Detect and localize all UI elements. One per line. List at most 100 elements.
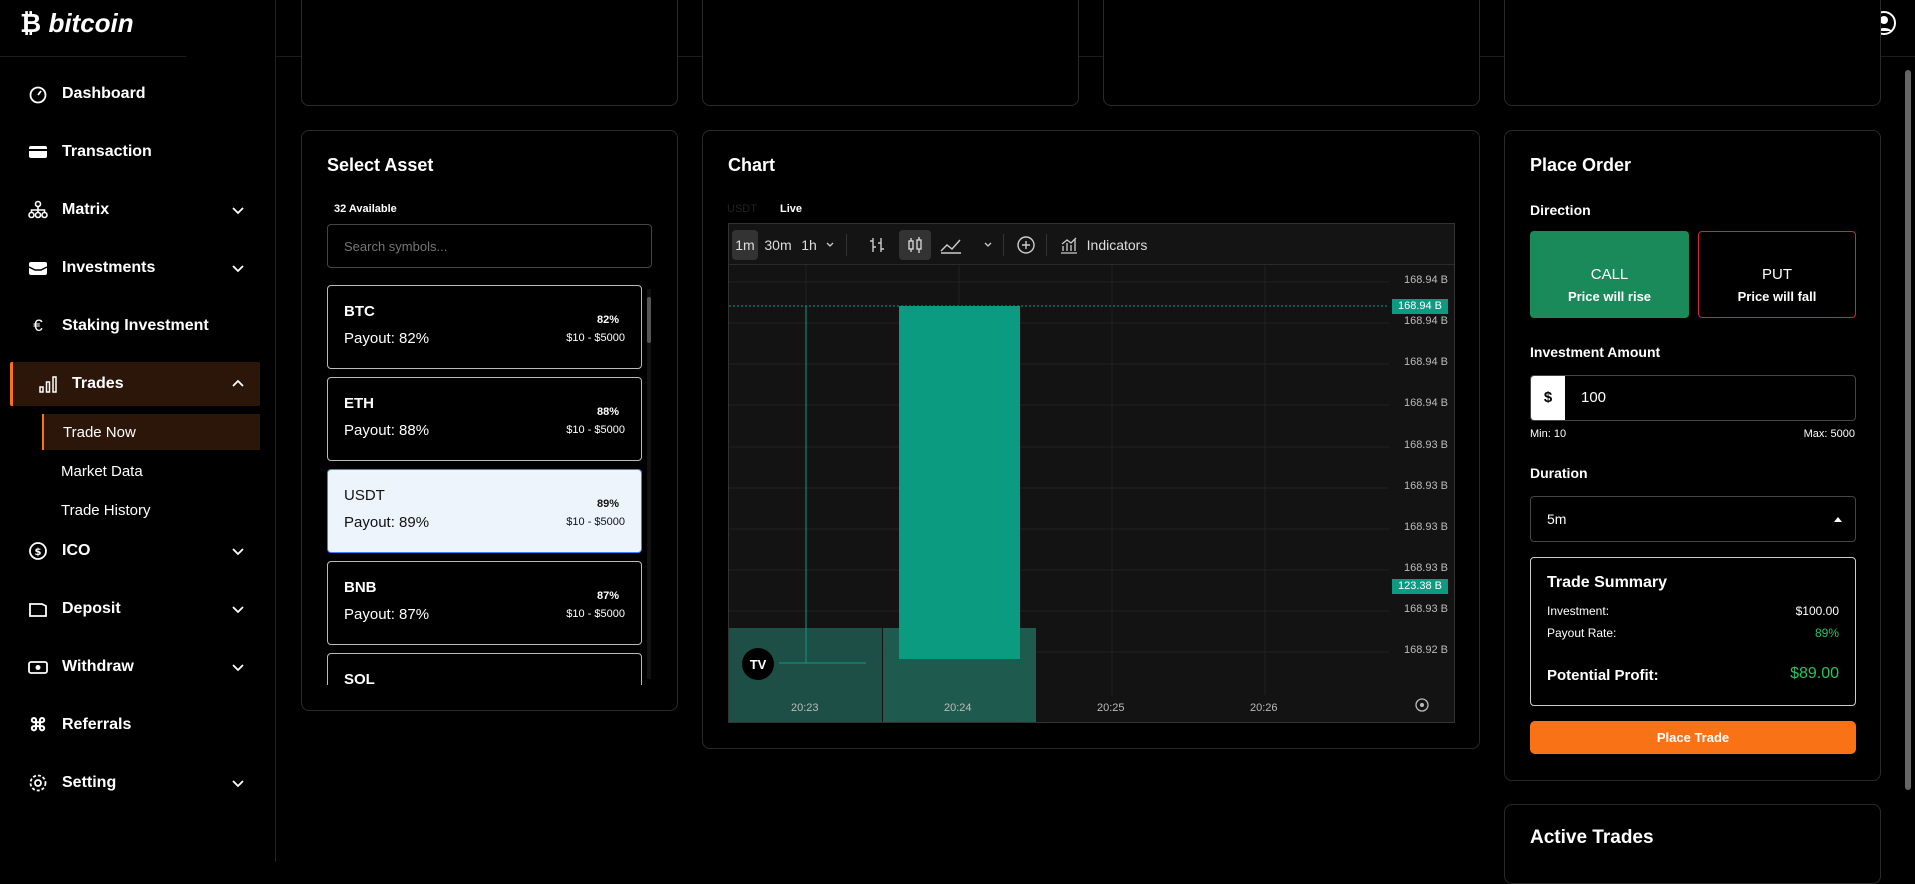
tradingview-logo-icon[interactable] (742, 648, 774, 680)
indicators-button[interactable]: Indicators (1054, 230, 1152, 260)
sidebar-item-matrix[interactable]: Matrix (10, 188, 260, 232)
asset-card-bnb[interactable]: BNB Payout: 87% 87% $10 - $5000 (327, 561, 642, 645)
chevron-down-icon (232, 265, 244, 273)
investment-value: $100.00 (1795, 604, 1839, 618)
sidebar: ₿ bitcoin Dashboard Transaction Matrix (0, 0, 276, 862)
page-scrollbar-thumb[interactable] (1905, 70, 1911, 790)
payout-rate-value: 89% (1814, 626, 1839, 640)
y-tick: 168.94 B (1403, 315, 1448, 327)
interval-1h-button[interactable]: 1h (801, 237, 817, 253)
y-tick: 168.93 B (1403, 480, 1448, 492)
scrollbar[interactable] (647, 289, 651, 679)
sidebar-item-label: Deposit (62, 600, 121, 617)
place-order-panel: Place Order Direction CALL Price will ri… (1504, 130, 1881, 781)
sidebar-item-label: Setting (62, 774, 117, 791)
currency-prefix: $ (1531, 376, 1565, 420)
cash-icon (28, 657, 48, 677)
gauge-icon (28, 84, 48, 104)
put-label: PUT (1762, 266, 1792, 283)
chevron-down-icon[interactable] (983, 240, 993, 250)
sidebar-item-withdraw[interactable]: Withdraw (10, 645, 260, 689)
command-icon: ⌘ (29, 714, 47, 735)
area-chart-icon[interactable] (939, 235, 963, 255)
stat-card (1103, 0, 1480, 106)
asset-payout: Payout: 82% (344, 330, 430, 347)
investment-label: Investment: (1547, 604, 1610, 618)
sidebar-item-label: Withdraw (62, 658, 134, 675)
stat-card (1504, 0, 1881, 106)
tradingview-logo-mark: TV (750, 657, 767, 672)
place-trade-button[interactable]: Place Trade (1530, 721, 1856, 754)
sidebar-item-deposit[interactable]: Deposit (10, 587, 260, 631)
sidebar-item-staking-investment[interactable]: € Staking Investment (10, 304, 260, 348)
sidebar-subitem-market-data[interactable]: Market Data (61, 462, 143, 480)
sidebar-item-label: Dashboard (62, 85, 146, 102)
y-tick: 168.93 B (1403, 603, 1448, 615)
divider (0, 56, 186, 57)
bar-style-icon[interactable] (867, 235, 887, 255)
sidebar-item-transaction[interactable]: Transaction (10, 130, 260, 174)
chart-symbol: USDT (727, 203, 757, 215)
sidebar-item-trades[interactable]: Trades (10, 362, 260, 406)
live-badge: Live (780, 203, 803, 215)
y-tick: 168.93 B (1403, 562, 1448, 574)
divider (1046, 234, 1047, 256)
investment-amount-field[interactable]: $ 100 (1530, 375, 1856, 421)
chevron-down-icon (232, 664, 244, 672)
interval-1m-button[interactable]: 1m (732, 230, 758, 260)
asset-card-sol[interactable]: SOL (327, 653, 642, 685)
available-count: 32 Available (334, 203, 397, 215)
sidebar-subitem-trade-now[interactable]: Trade Now (42, 414, 260, 450)
x-tick: 20:23 (791, 702, 819, 714)
chart-widget[interactable]: 1m 30m 1h Indicators (728, 223, 1455, 723)
chart-plot[interactable]: TV (729, 265, 1454, 722)
call-button[interactable]: CALL Price will rise (1530, 231, 1689, 318)
trade-summary: Trade Summary Investment: $100.00 Payout… (1530, 557, 1856, 706)
investment-amount-value[interactable]: 100 (1581, 389, 1607, 406)
stat-card (702, 0, 1079, 106)
scrollbar-thumb[interactable] (647, 297, 651, 343)
interval-30m-button[interactable]: 30m (764, 237, 792, 253)
asset-symbol: BTC (344, 303, 375, 320)
duration-value: 5m (1547, 511, 1567, 527)
asset-card-btc[interactable]: BTC Payout: 82% 82% $10 - $5000 (327, 285, 642, 369)
x-tick: 20:25 (1097, 702, 1125, 714)
sidebar-item-dashboard[interactable]: Dashboard (10, 72, 260, 116)
search-input[interactable] (327, 224, 652, 268)
asset-card-usdt[interactable]: USDT Payout: 89% 89% $10 - $5000 (327, 469, 642, 553)
active-trades-panel: Active Trades (1504, 804, 1881, 884)
y-tick: 168.93 B (1403, 439, 1448, 451)
asset-range: $10 - $5000 (566, 332, 625, 344)
sidebar-item-investments[interactable]: Investments (10, 246, 260, 290)
asset-range: $10 - $5000 (566, 516, 625, 528)
max-amount: Max: 5000 (1803, 428, 1855, 440)
sidebar-item-ico[interactable]: $ ICO (10, 529, 260, 573)
asset-card-eth[interactable]: ETH Payout: 88% 88% $10 - $5000 (327, 377, 642, 461)
asset-payout: Payout: 88% (344, 422, 430, 439)
asset-percent: 89% (596, 498, 619, 510)
svg-text:$: $ (35, 547, 42, 558)
coin-icon: $ (28, 541, 48, 561)
x-tick: 20:24 (944, 702, 972, 714)
logo[interactable]: ₿ bitcoin (20, 8, 134, 39)
put-button[interactable]: PUT Price will fall (1698, 231, 1856, 318)
sidebar-item-referrals[interactable]: ⌘ Referrals (10, 703, 260, 747)
settings-gear-icon[interactable] (1415, 698, 1429, 712)
sidebar-item-label: Trades (72, 375, 124, 392)
gear-icon (28, 773, 48, 793)
sidebar-item-setting[interactable]: Setting (10, 761, 260, 805)
sidebar-subitem-trade-history[interactable]: Trade History (61, 501, 151, 519)
duration-select[interactable]: 5m (1530, 496, 1856, 542)
stat-card (301, 0, 678, 106)
candle-20-24[interactable] (899, 306, 1020, 659)
investment-amount-label: Investment Amount (1530, 344, 1661, 360)
put-sublabel: Price will fall (1737, 289, 1817, 304)
candles-button[interactable] (899, 230, 931, 260)
add-icon[interactable] (1016, 235, 1036, 255)
chevron-up-icon (232, 379, 244, 387)
card-icon (28, 142, 48, 162)
y-tick: 168.92 B (1403, 644, 1448, 656)
chevron-down-icon[interactable] (825, 240, 835, 250)
wallet-icon (28, 258, 48, 278)
page-scrollbar[interactable] (1905, 70, 1911, 860)
